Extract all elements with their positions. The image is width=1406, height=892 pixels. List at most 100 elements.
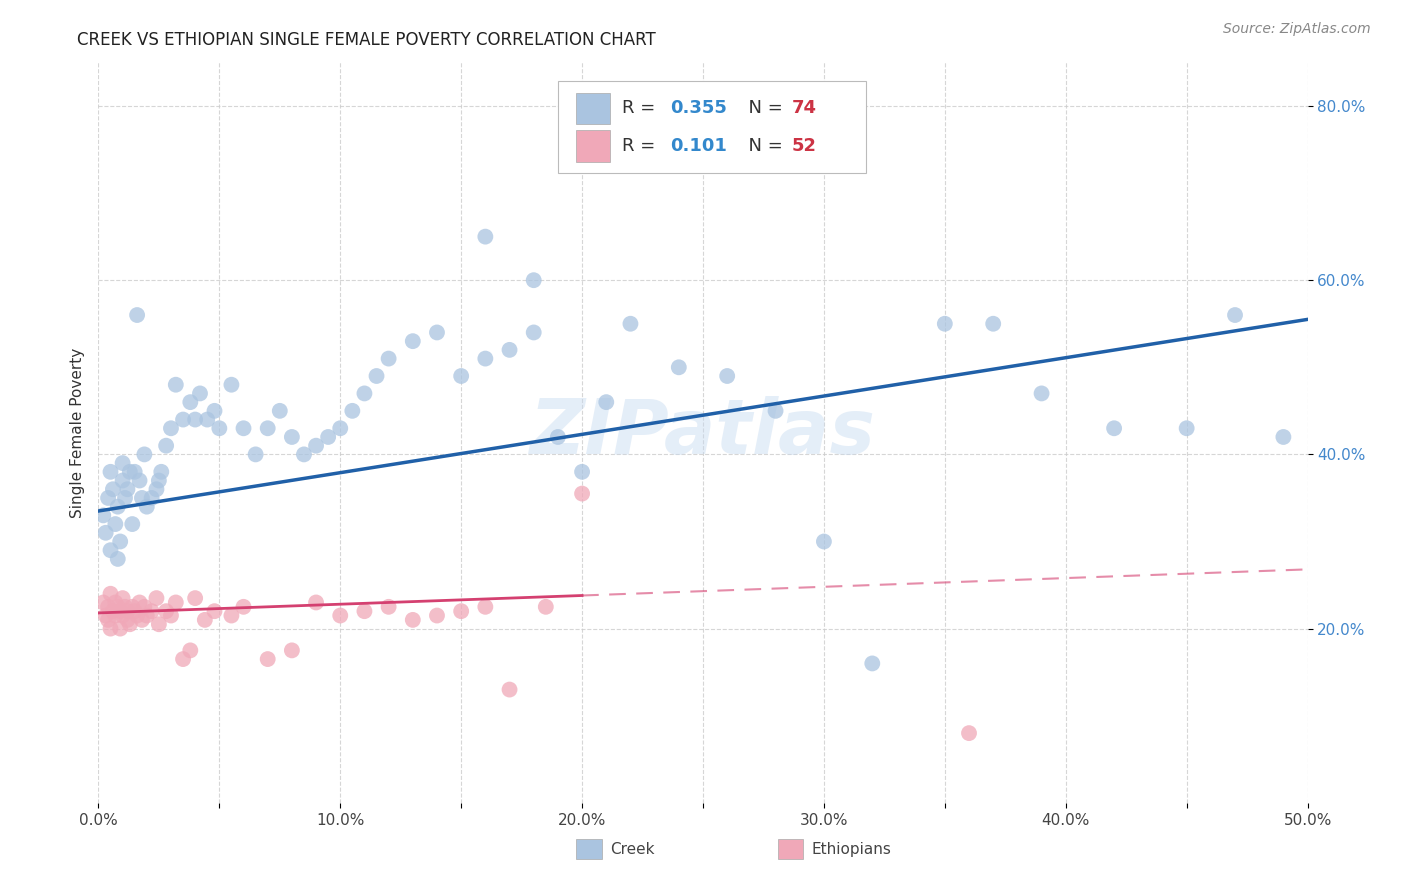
Point: [184, 591, 207, 606]
Text: N =: N =: [737, 137, 789, 155]
Point: [117, 613, 139, 627]
Point: [426, 608, 449, 623]
Point: [402, 334, 425, 348]
Point: [523, 326, 546, 340]
Point: [194, 613, 217, 627]
Point: [127, 608, 149, 623]
Point: [256, 652, 278, 666]
Point: [221, 608, 243, 623]
Point: [165, 377, 187, 392]
Point: [668, 360, 690, 375]
Point: [94, 608, 117, 623]
Point: [117, 482, 139, 496]
Point: [498, 343, 520, 357]
Point: [128, 474, 150, 488]
Point: [377, 599, 399, 614]
Point: [534, 599, 557, 614]
Point: [118, 465, 141, 479]
Point: [571, 486, 593, 500]
FancyBboxPatch shape: [576, 130, 610, 161]
Point: [97, 613, 120, 627]
Text: 52: 52: [792, 137, 817, 155]
Point: [160, 421, 183, 435]
Point: [91, 595, 114, 609]
Point: [124, 465, 146, 479]
Point: [269, 404, 291, 418]
Point: [107, 599, 129, 614]
Point: [117, 604, 139, 618]
Text: R =: R =: [621, 100, 661, 118]
Point: [329, 421, 352, 435]
Text: 0.101: 0.101: [671, 137, 727, 155]
Point: [121, 517, 143, 532]
Point: [366, 369, 388, 384]
Point: [523, 273, 546, 287]
Point: [1272, 430, 1295, 444]
Point: [305, 439, 328, 453]
Point: [292, 447, 315, 461]
Point: [135, 608, 157, 623]
Point: [94, 525, 117, 540]
Point: [172, 412, 194, 426]
Point: [107, 552, 129, 566]
Text: CREEK VS ETHIOPIAN SINGLE FEMALE POVERTY CORRELATION CHART: CREEK VS ETHIOPIAN SINGLE FEMALE POVERTY…: [77, 31, 657, 49]
Point: [1031, 386, 1053, 401]
Point: [127, 308, 149, 322]
Point: [150, 465, 173, 479]
Point: [474, 599, 496, 614]
Point: [108, 622, 131, 636]
Point: [107, 500, 129, 514]
Point: [860, 657, 883, 671]
Point: [281, 430, 304, 444]
Point: [134, 599, 156, 614]
Point: [108, 534, 131, 549]
FancyBboxPatch shape: [558, 81, 866, 173]
Point: [316, 430, 339, 444]
Point: [114, 491, 136, 505]
Point: [957, 726, 980, 740]
Point: [1223, 308, 1246, 322]
Point: [141, 491, 163, 505]
Point: [111, 608, 134, 623]
Point: [426, 326, 449, 340]
Point: [104, 517, 127, 532]
Text: 0.355: 0.355: [671, 100, 727, 118]
Point: [232, 421, 254, 435]
Point: [245, 447, 267, 461]
Point: [101, 482, 124, 496]
Point: [1102, 421, 1125, 435]
Point: [100, 465, 122, 479]
Point: [353, 604, 375, 618]
Point: [155, 439, 177, 453]
Point: [474, 351, 496, 366]
Point: [813, 534, 835, 549]
Y-axis label: Single Female Poverty: Single Female Poverty: [69, 348, 84, 517]
Point: [172, 652, 194, 666]
Text: Source: ZipAtlas.com: Source: ZipAtlas.com: [1223, 22, 1371, 37]
Point: [100, 543, 122, 558]
Point: [114, 599, 136, 614]
Text: ZIPatlas: ZIPatlas: [530, 396, 876, 469]
Point: [595, 395, 617, 409]
Point: [104, 608, 127, 623]
Point: [474, 229, 496, 244]
Point: [131, 613, 153, 627]
Point: [184, 412, 207, 426]
Point: [221, 377, 243, 392]
Point: [716, 369, 738, 384]
Point: [204, 604, 226, 618]
Point: [160, 608, 183, 623]
Point: [232, 599, 254, 614]
Point: [195, 412, 218, 426]
Point: [121, 599, 143, 614]
Point: [619, 317, 641, 331]
Point: [165, 595, 187, 609]
Text: N =: N =: [737, 100, 789, 118]
Point: [97, 491, 120, 505]
Point: [111, 456, 134, 470]
Point: [155, 604, 177, 618]
Point: [97, 599, 120, 614]
Point: [281, 643, 304, 657]
Point: [145, 482, 167, 496]
Point: [342, 404, 364, 418]
